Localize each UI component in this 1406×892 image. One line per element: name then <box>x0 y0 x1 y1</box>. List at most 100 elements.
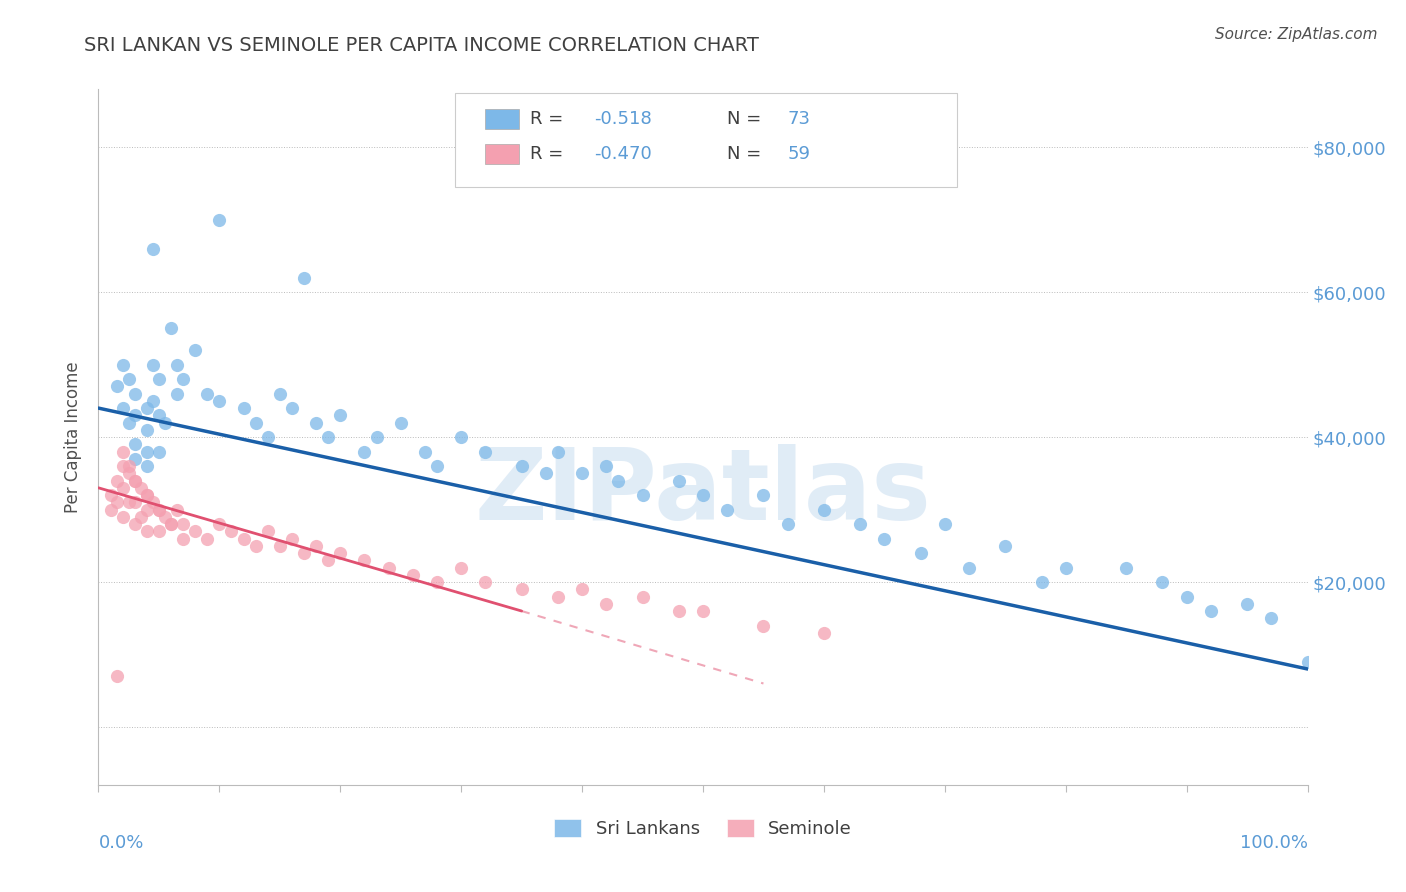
Point <box>118 495 141 509</box>
Point <box>292 270 315 285</box>
Point <box>208 517 231 532</box>
Point <box>184 524 207 539</box>
Point <box>160 517 183 532</box>
Point <box>1054 560 1077 574</box>
Point <box>426 458 449 473</box>
Point <box>208 393 231 408</box>
Point <box>111 401 134 416</box>
Point <box>353 553 375 567</box>
Point <box>413 444 436 458</box>
Point <box>195 386 218 401</box>
Point <box>142 358 165 372</box>
Point <box>934 517 956 532</box>
Point <box>135 401 157 416</box>
Point <box>547 590 569 604</box>
Point <box>1199 604 1222 618</box>
Point <box>124 386 146 401</box>
Point <box>172 372 194 386</box>
Point <box>245 416 267 430</box>
Point <box>148 502 170 516</box>
Point <box>329 409 352 423</box>
Text: R =: R = <box>530 110 569 128</box>
Point <box>153 416 176 430</box>
Text: 100.0%: 100.0% <box>1240 834 1308 852</box>
Point <box>281 532 304 546</box>
Point <box>111 481 134 495</box>
Point <box>221 524 243 539</box>
Point <box>184 343 207 358</box>
Point <box>353 444 375 458</box>
Point <box>105 474 128 488</box>
Point <box>813 502 835 516</box>
Point <box>1260 611 1282 625</box>
Point <box>124 517 146 532</box>
Point <box>118 467 141 481</box>
Point <box>474 444 496 458</box>
Point <box>474 574 496 589</box>
Point <box>571 582 593 597</box>
Point <box>292 546 315 560</box>
Point <box>135 488 157 502</box>
Point <box>172 517 194 532</box>
Point <box>142 393 165 408</box>
Text: ZIPatlas: ZIPatlas <box>475 444 931 541</box>
Point <box>100 488 122 502</box>
Point <box>631 488 654 502</box>
Text: Source: ZipAtlas.com: Source: ZipAtlas.com <box>1215 27 1378 42</box>
Point <box>389 416 412 430</box>
Point <box>595 597 617 611</box>
Point <box>160 321 183 335</box>
Text: 73: 73 <box>787 110 811 128</box>
Point <box>450 560 472 574</box>
Point <box>245 539 267 553</box>
Point <box>692 488 714 502</box>
Point <box>813 625 835 640</box>
Point <box>135 488 157 502</box>
Text: N =: N = <box>727 110 768 128</box>
Text: N =: N = <box>727 145 768 163</box>
Point <box>510 458 533 473</box>
Point <box>1296 655 1319 669</box>
Point <box>142 495 165 509</box>
Point <box>148 524 170 539</box>
Point <box>752 618 775 632</box>
Point <box>269 539 291 553</box>
Point <box>172 532 194 546</box>
Text: 0.0%: 0.0% <box>98 834 143 852</box>
Point <box>595 458 617 473</box>
Point <box>118 416 141 430</box>
Point <box>377 560 399 574</box>
Point <box>135 458 157 473</box>
Point <box>752 488 775 502</box>
Point <box>135 502 157 516</box>
Point <box>148 444 170 458</box>
Point <box>105 379 128 393</box>
Point <box>329 546 352 560</box>
Point <box>148 372 170 386</box>
Point <box>166 502 188 516</box>
Point <box>118 458 141 473</box>
Point <box>135 444 157 458</box>
Point <box>571 467 593 481</box>
Point <box>668 604 690 618</box>
Point <box>957 560 980 574</box>
Point <box>153 509 176 524</box>
Legend: Sri Lankans, Seminole: Sri Lankans, Seminole <box>547 812 859 846</box>
Point <box>166 358 188 372</box>
Point <box>281 401 304 416</box>
Point <box>716 502 738 516</box>
FancyBboxPatch shape <box>485 145 519 163</box>
Point <box>776 517 799 532</box>
Point <box>607 474 630 488</box>
Point <box>316 430 339 444</box>
Point <box>316 553 339 567</box>
Point <box>142 242 165 256</box>
Point <box>148 409 170 423</box>
Point <box>129 481 152 495</box>
Point <box>994 539 1017 553</box>
Point <box>1236 597 1258 611</box>
Point <box>256 524 278 539</box>
Point <box>135 524 157 539</box>
Point <box>124 409 146 423</box>
Point <box>631 590 654 604</box>
